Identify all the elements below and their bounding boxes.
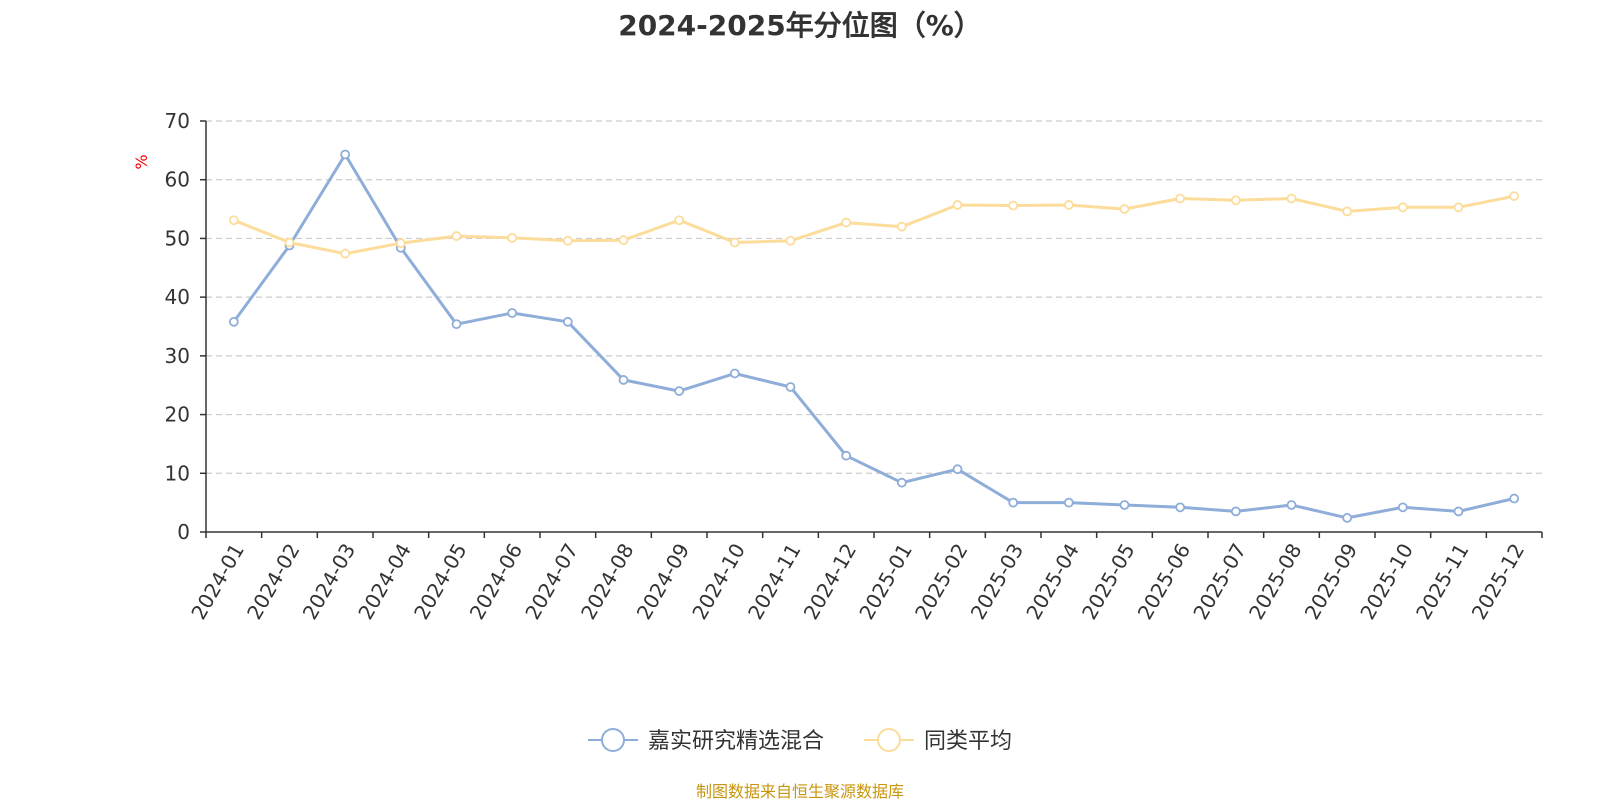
data-point bbox=[1063, 497, 1074, 508]
data-point bbox=[507, 308, 518, 318]
series-line bbox=[232, 153, 1515, 520]
data-point bbox=[1175, 502, 1186, 513]
data-point bbox=[729, 237, 740, 248]
data-point bbox=[1453, 506, 1464, 517]
data-point bbox=[1286, 500, 1297, 510]
data-point bbox=[952, 200, 963, 210]
data-point bbox=[1063, 200, 1074, 210]
data-point bbox=[1342, 513, 1353, 523]
x-tick-label: 2024-01 bbox=[186, 539, 249, 623]
data-point bbox=[1008, 497, 1019, 508]
data-point bbox=[896, 221, 907, 232]
x-tick-label: 2024-07 bbox=[520, 539, 583, 623]
data-point bbox=[1509, 191, 1520, 202]
x-tick-label: 2025-01 bbox=[854, 539, 917, 623]
data-point bbox=[1286, 193, 1297, 204]
series-line bbox=[233, 194, 1515, 256]
data-point bbox=[1342, 206, 1353, 217]
data-point bbox=[1453, 202, 1464, 213]
data-point bbox=[618, 235, 629, 246]
data-point bbox=[952, 464, 963, 475]
series-lines bbox=[228, 149, 1520, 523]
x-tick-label: 2024-05 bbox=[409, 539, 472, 623]
y-tick-label: 0 bbox=[177, 520, 190, 544]
y-tick-label: 40 bbox=[165, 285, 190, 309]
data-point bbox=[1119, 500, 1130, 510]
data-point bbox=[451, 319, 462, 330]
data-point bbox=[785, 382, 796, 392]
y-tick-label: 20 bbox=[165, 403, 190, 427]
x-axis-tick-labels: 2024-012024-022024-032024-042024-052024-… bbox=[186, 539, 1529, 623]
data-point bbox=[562, 235, 573, 246]
data-point bbox=[284, 237, 295, 248]
x-tick-label: 2025-09 bbox=[1300, 539, 1363, 623]
x-tick-label: 2025-02 bbox=[910, 539, 973, 623]
y-tick-label: 60 bbox=[165, 168, 190, 192]
legend-item[interactable]: 嘉实研究精选混合 bbox=[587, 728, 824, 754]
y-tick-label: 30 bbox=[165, 344, 190, 368]
data-point bbox=[1397, 502, 1408, 513]
x-tick-label: 2025-07 bbox=[1188, 539, 1251, 623]
series-2 bbox=[228, 191, 1520, 259]
data-point bbox=[1119, 204, 1130, 214]
data-point bbox=[507, 232, 518, 243]
legend: 嘉实研究精选混合 同类平均 bbox=[587, 728, 1012, 754]
y-tick-label: 10 bbox=[165, 461, 190, 485]
data-source-note: 制图数据来自恒生聚源数据库 bbox=[695, 782, 904, 801]
data-point bbox=[841, 450, 852, 461]
x-tick-label: 2025-08 bbox=[1244, 539, 1307, 623]
legend-item[interactable]: 同类平均 bbox=[864, 728, 1012, 754]
x-tick-label: 2024-10 bbox=[687, 539, 750, 623]
data-point bbox=[674, 215, 685, 226]
data-point bbox=[1230, 506, 1241, 517]
y-tick-label: 70 bbox=[165, 109, 190, 133]
x-tick-label: 2024-09 bbox=[632, 539, 695, 623]
data-point bbox=[228, 316, 239, 327]
data-point bbox=[674, 386, 685, 396]
x-tick-label: 2025-10 bbox=[1355, 539, 1418, 623]
x-tick-label: 2024-11 bbox=[743, 539, 806, 623]
data-point bbox=[451, 231, 462, 241]
data-point bbox=[340, 248, 351, 259]
data-point bbox=[618, 375, 629, 385]
data-point bbox=[841, 217, 852, 228]
axes bbox=[200, 120, 1543, 538]
y-tick-label: 50 bbox=[165, 226, 190, 250]
legend-label: 嘉实研究精选混合 bbox=[648, 729, 824, 754]
legend-label: 同类平均 bbox=[924, 729, 1012, 754]
x-tick-label: 2025-06 bbox=[1133, 539, 1196, 623]
y-axis-tick-labels: 0 10 20 30 40 50 60 70 bbox=[165, 109, 190, 544]
x-tick-label: 2024-08 bbox=[576, 539, 639, 623]
x-tick-label: 2024-12 bbox=[799, 539, 862, 623]
x-tick-label: 2024-06 bbox=[465, 539, 528, 623]
data-point bbox=[340, 149, 351, 160]
x-tick-label: 2025-04 bbox=[1021, 539, 1084, 623]
x-tick-label: 2025-12 bbox=[1467, 539, 1530, 623]
data-point bbox=[1397, 202, 1408, 213]
data-point bbox=[1008, 200, 1019, 211]
x-tick-label: 2025-03 bbox=[966, 539, 1029, 623]
grid-lines bbox=[206, 120, 1542, 474]
y-axis-unit-label: % bbox=[132, 154, 151, 169]
data-point bbox=[785, 235, 796, 246]
legend-circle-icon bbox=[600, 728, 625, 752]
data-point bbox=[228, 215, 239, 226]
x-tick-label: 2024-03 bbox=[298, 539, 361, 623]
data-point bbox=[896, 477, 907, 488]
x-tick-label: 2025-11 bbox=[1411, 539, 1474, 623]
data-point bbox=[1509, 493, 1520, 504]
chart-title: 2024-2025年分位图（%） bbox=[618, 9, 982, 42]
data-point bbox=[729, 368, 740, 379]
x-tick-label: 2025-05 bbox=[1077, 539, 1140, 623]
legend-circle-icon bbox=[877, 728, 901, 752]
data-point bbox=[562, 316, 573, 327]
x-tick-label: 2024-02 bbox=[242, 539, 305, 623]
data-point bbox=[395, 238, 406, 249]
data-point bbox=[1175, 193, 1186, 204]
x-tick-label: 2024-04 bbox=[353, 539, 416, 623]
data-point bbox=[1230, 195, 1241, 206]
